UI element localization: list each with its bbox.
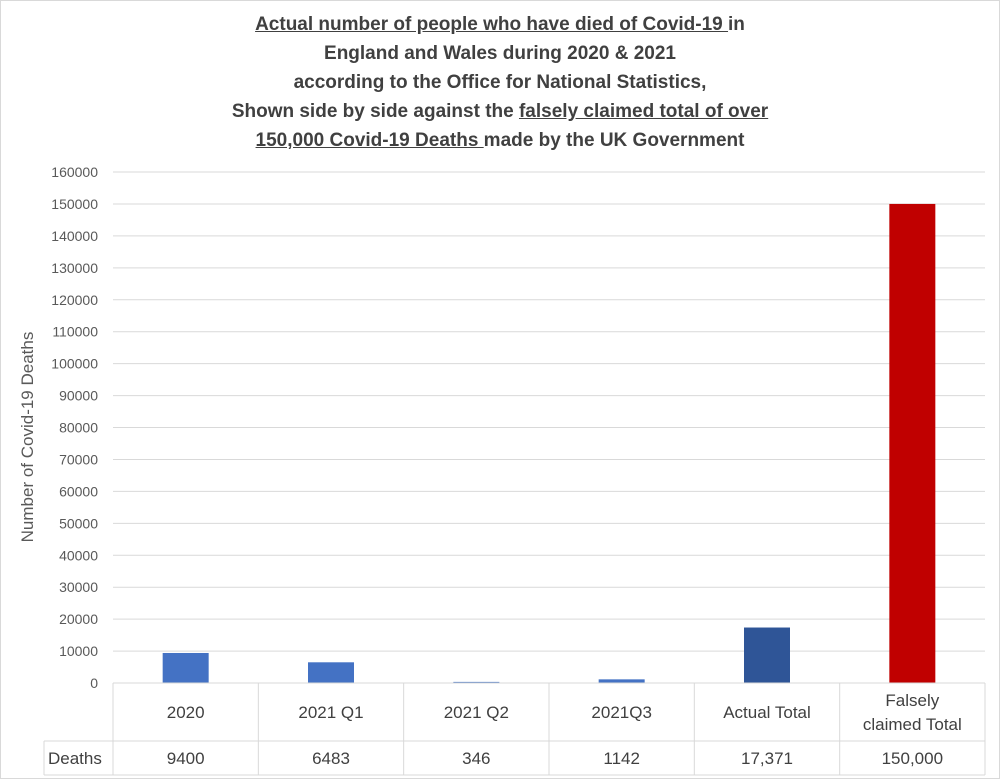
title-segment: England and Wales during 2020 & 2021: [324, 43, 676, 64]
title-segment: in: [728, 14, 745, 35]
y-tick-label: 70000: [59, 451, 98, 467]
y-tick-label: 30000: [59, 579, 98, 595]
y-tick-label: 100000: [51, 356, 98, 372]
y-tick-label: 0: [90, 675, 98, 691]
data-value-label: 150,000: [882, 749, 943, 768]
series-name-label: Deaths: [48, 749, 102, 768]
x-category-label: Falsely: [885, 691, 939, 710]
title-line: England and Wales during 2020 & 2021: [0, 39, 1000, 68]
title-segment: 150,000 Covid-19 Deaths: [255, 130, 484, 151]
y-tick-label: 90000: [59, 388, 98, 404]
title-segment: falsely claimed total of over: [518, 101, 769, 122]
title-line: Actual number of people who have died of…: [0, 10, 1000, 39]
x-category-label: 2021Q3: [591, 703, 652, 722]
gridlines: [113, 171, 985, 684]
title-segment: according to the Office for National Sta…: [293, 72, 707, 93]
data-value-label: 9400: [167, 749, 205, 768]
data-value-label: 1142: [603, 749, 640, 768]
title-segment: Shown side by side against the: [231, 101, 519, 122]
bar: [308, 662, 354, 683]
data-value-label: 17,371: [741, 749, 793, 768]
y-tick-label: 10000: [59, 643, 98, 659]
y-tick-label: 110000: [52, 324, 98, 340]
y-tick-label: 40000: [59, 547, 98, 563]
data-value-label: 346: [462, 749, 490, 768]
bar: [889, 203, 936, 683]
y-tick-label: 80000: [59, 420, 98, 436]
x-category-label: 2021 Q2: [444, 703, 509, 722]
y-tick-label: 60000: [59, 483, 98, 499]
x-category-label: 2021 Q1: [298, 703, 363, 722]
y-axis-ticks: 0 10000 20000 30000 40000 50000 60000 70000 8000…: [51, 164, 98, 691]
title-line: according to the Office for National Sta…: [0, 68, 1000, 97]
x-category-label: Actual Total: [723, 703, 811, 722]
data-table: 2020 2021 Q1 2021 Q2 2021Q3 Actual Total Fals…: [43, 682, 986, 776]
y-tick-label: 130000: [51, 260, 98, 276]
chart-title: Actual number of people who have died of…: [0, 10, 1000, 155]
y-tick-label: 50000: [59, 515, 98, 531]
title-segment: Actual number of people who have died of…: [255, 14, 729, 35]
title-line: Shown side by side against the falsely c…: [0, 97, 1000, 126]
title-segment: made by the UK Government: [483, 130, 745, 151]
x-category-label: claimed Total: [863, 715, 962, 734]
bars: [162, 203, 936, 684]
y-tick-label: 150000: [51, 196, 98, 212]
y-tick-label: 160000: [51, 164, 98, 180]
data-value-label: 6483: [312, 749, 350, 768]
y-tick-label: 140000: [51, 228, 98, 244]
y-tick-label: 20000: [59, 611, 98, 627]
title-line: 150,000 Covid-19 Deaths made by the UK G…: [0, 126, 1000, 155]
x-category-label: 2020: [167, 703, 205, 722]
bar: [162, 652, 209, 683]
y-tick-label: 120000: [51, 292, 98, 308]
bar: [744, 627, 790, 683]
bar: [598, 679, 645, 683]
